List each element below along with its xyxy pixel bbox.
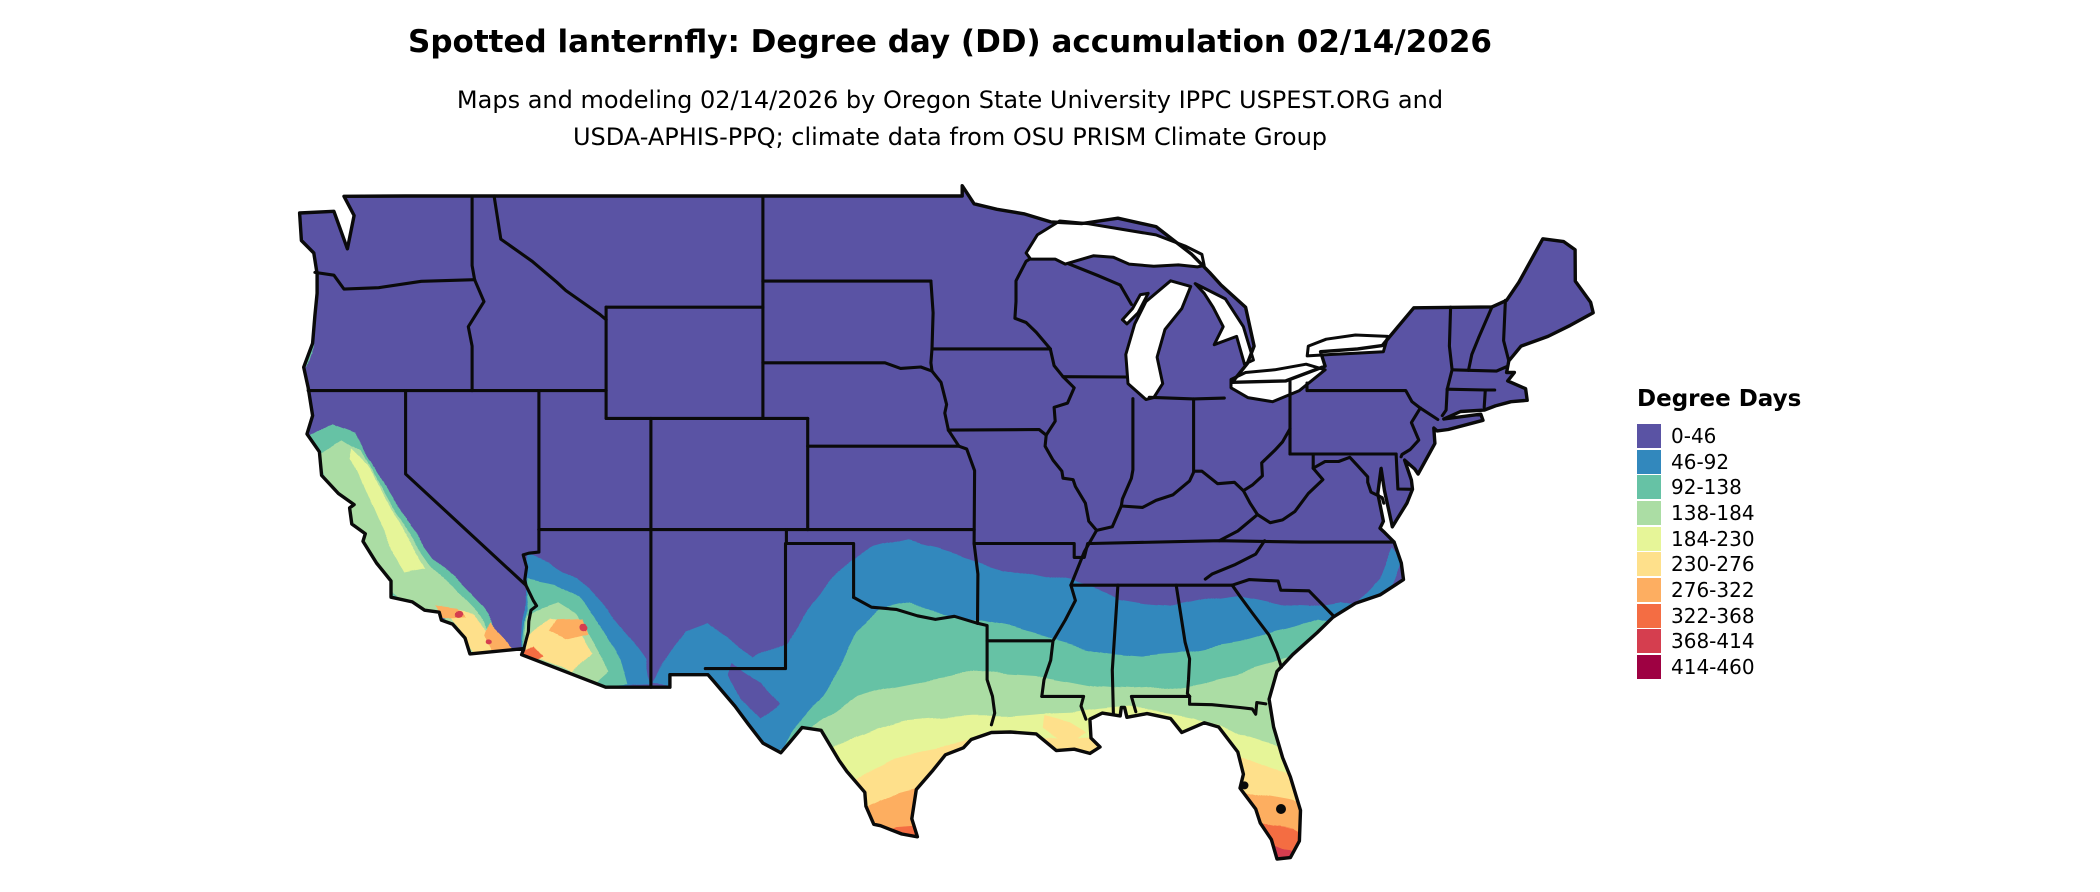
legend-color-swatch <box>1637 655 1661 680</box>
great-lakes <box>1024 219 1390 404</box>
legend-color-swatch <box>1637 577 1661 602</box>
legend-item-label: 46-92 <box>1671 449 1730 474</box>
map-subtitle-line2: USDA-APHIS-PPQ; climate data from OSU PR… <box>572 123 1328 151</box>
legend-item-label: 414-460 <box>1671 655 1755 680</box>
map-subtitle: Maps and modeling 02/14/2026 by Oregon S… <box>0 82 1900 156</box>
legend-color-swatch <box>1637 603 1661 628</box>
legend-item-label: 0-46 <box>1671 423 1717 448</box>
legend-item: 92-138 <box>1637 474 1801 500</box>
map-subtitle-line1: Maps and modeling 02/14/2026 by Oregon S… <box>456 86 1444 114</box>
legend-item-label: 184-230 <box>1671 526 1755 551</box>
legend-item-label: 92-138 <box>1671 475 1742 500</box>
legend-color-swatch <box>1637 500 1661 525</box>
legend-item: 138-184 <box>1637 500 1801 526</box>
state-borders <box>306 194 1511 727</box>
us-land-base <box>299 185 1594 859</box>
legend-item-label: 230-276 <box>1671 552 1755 577</box>
map-title: Spotted lanternfly: Degree day (DD) accu… <box>408 24 1492 60</box>
legend-color-swatch <box>1637 475 1661 500</box>
legend-rows: 0-46 46-92 92-138 138-184 184-230 230-276 276-… <box>1637 423 1801 680</box>
legend-item: 230-276 <box>1637 551 1801 577</box>
legend-item-label: 322-368 <box>1671 603 1755 628</box>
legend-item: 276-322 <box>1637 577 1801 603</box>
legend-item: 46-92 <box>1637 449 1801 475</box>
legend-item: 0-46 <box>1637 423 1801 449</box>
legend-title: Degree Days <box>1637 386 1802 412</box>
us-outline <box>297 184 1595 861</box>
legend-color-swatch <box>1637 526 1661 551</box>
legend-item: 414-460 <box>1637 654 1801 680</box>
legend-item-label: 368-414 <box>1671 629 1755 654</box>
legend-color-swatch <box>1637 629 1661 654</box>
legend: Degree Days 0-46 46-92 92-138 138-184 184-23… <box>1637 386 1801 680</box>
legend-item: 322-368 <box>1637 603 1801 629</box>
legend-item-label: 138-184 <box>1671 500 1755 525</box>
legend-color-swatch <box>1637 552 1661 577</box>
legend-item-label: 276-322 <box>1671 577 1755 602</box>
legend-color-swatch <box>1637 423 1661 448</box>
legend-item: 368-414 <box>1637 629 1801 655</box>
legend-color-swatch <box>1637 449 1661 474</box>
inland-water-dot <box>1275 803 1286 814</box>
legend-item: 184-230 <box>1637 526 1801 552</box>
